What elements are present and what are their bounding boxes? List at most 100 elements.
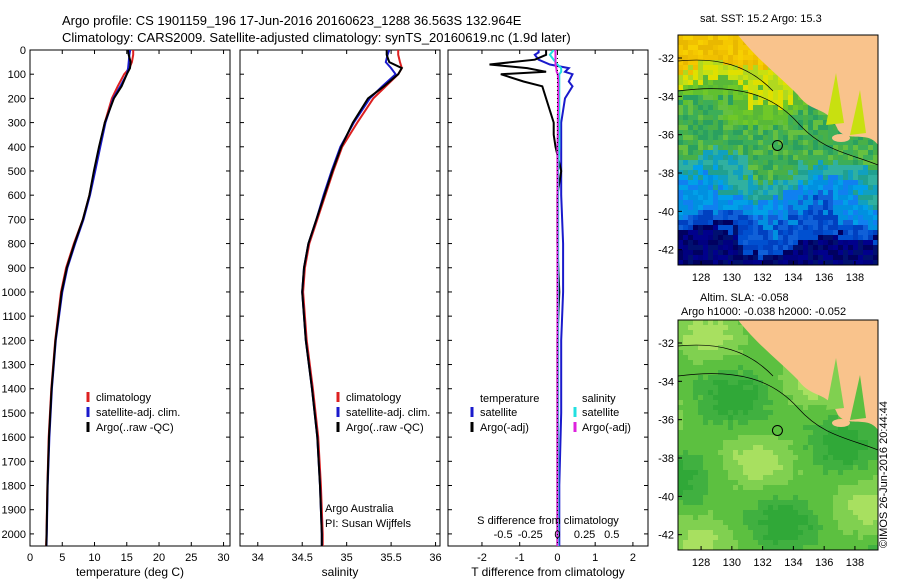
map-cell [863,465,869,471]
map-cell [838,465,844,471]
map-cell [688,250,694,256]
map-cell [778,215,784,221]
map-cell [703,105,709,111]
map-cell [868,155,874,161]
map-cell [758,220,764,226]
map-cell [783,455,789,461]
map-cell [678,470,684,476]
map-cell [773,535,779,541]
map-cell [808,140,814,146]
map-cell [688,190,694,196]
map-cell [763,95,769,101]
map-cell [828,260,834,265]
map-cell [743,335,749,341]
map-cell [718,520,724,526]
map-cell [688,175,694,181]
map-cell [703,215,709,221]
map-cell [813,250,819,256]
map-cell [848,475,854,481]
argo-position-marker [771,139,783,151]
map-cell [698,450,704,456]
map-cell [768,190,774,196]
map-cell [743,155,749,161]
map-cell [683,380,689,386]
map-cell [723,450,729,456]
map-cell [718,465,724,471]
map-cell [698,325,704,331]
map-cell [708,230,714,236]
map-cell [813,220,819,226]
map-cell [723,225,729,231]
map-cell [773,140,779,146]
map-cell [868,445,874,451]
map-cell [828,210,834,216]
map-cell [868,520,874,526]
map-cell [743,195,749,201]
map-cell [818,510,824,516]
map-cell [873,185,878,191]
map-cell [773,510,779,516]
map-cell [723,525,729,531]
map-cell [738,125,744,131]
map-cell [803,110,809,116]
legend-label: climatology [346,392,402,404]
map-cell [763,130,769,136]
map-cell [703,55,709,61]
map-cell [748,115,754,121]
map-cell [738,210,744,216]
map-cell [768,125,774,131]
map-cell [738,55,744,61]
map-cell [698,500,704,506]
map-cell [678,150,684,156]
map-cell [808,505,814,511]
map-cell [808,535,814,541]
map-cell [768,520,774,526]
map-cell [723,175,729,181]
map-cell [708,355,714,361]
map-cell [683,155,689,161]
map-cell [783,445,789,451]
map-cell [778,525,784,531]
map-cell [718,50,724,56]
map-cell [683,105,689,111]
map-cell [758,520,764,526]
map-cell [798,450,804,456]
map-cell [798,495,804,501]
map-cell [793,500,799,506]
map-cell [818,410,824,416]
map-cell [758,505,764,511]
map-cell [808,200,814,206]
map-cell [868,545,874,550]
map-cell [843,510,849,516]
map-cell [683,395,689,401]
map-cell [753,235,759,241]
map-cell [733,420,739,426]
map-cell [763,180,769,186]
map-cell [798,525,804,531]
map-cell [723,365,729,371]
map-cell [748,345,754,351]
map-cell [798,145,804,151]
map-cell [768,385,774,391]
map-cell [688,340,694,346]
map-cell [828,250,834,256]
map-cell [838,160,844,166]
map-cell [728,490,734,496]
map-cell [678,235,684,241]
map-cell [683,80,689,86]
map-cell [833,160,839,166]
map-cell [853,180,859,186]
map-cell [703,330,709,336]
map-cell [768,420,774,426]
map-cell [763,110,769,116]
map-cell [843,240,849,246]
map-cell [713,350,719,356]
map-cell [748,420,754,426]
map-cell [728,355,734,361]
map-cell [813,200,819,206]
map-cell [838,165,844,171]
map-cell [848,170,854,176]
map-cell [678,370,684,376]
annotation-argo-australia: Argo Australia [325,503,394,515]
map-cell [778,450,784,456]
